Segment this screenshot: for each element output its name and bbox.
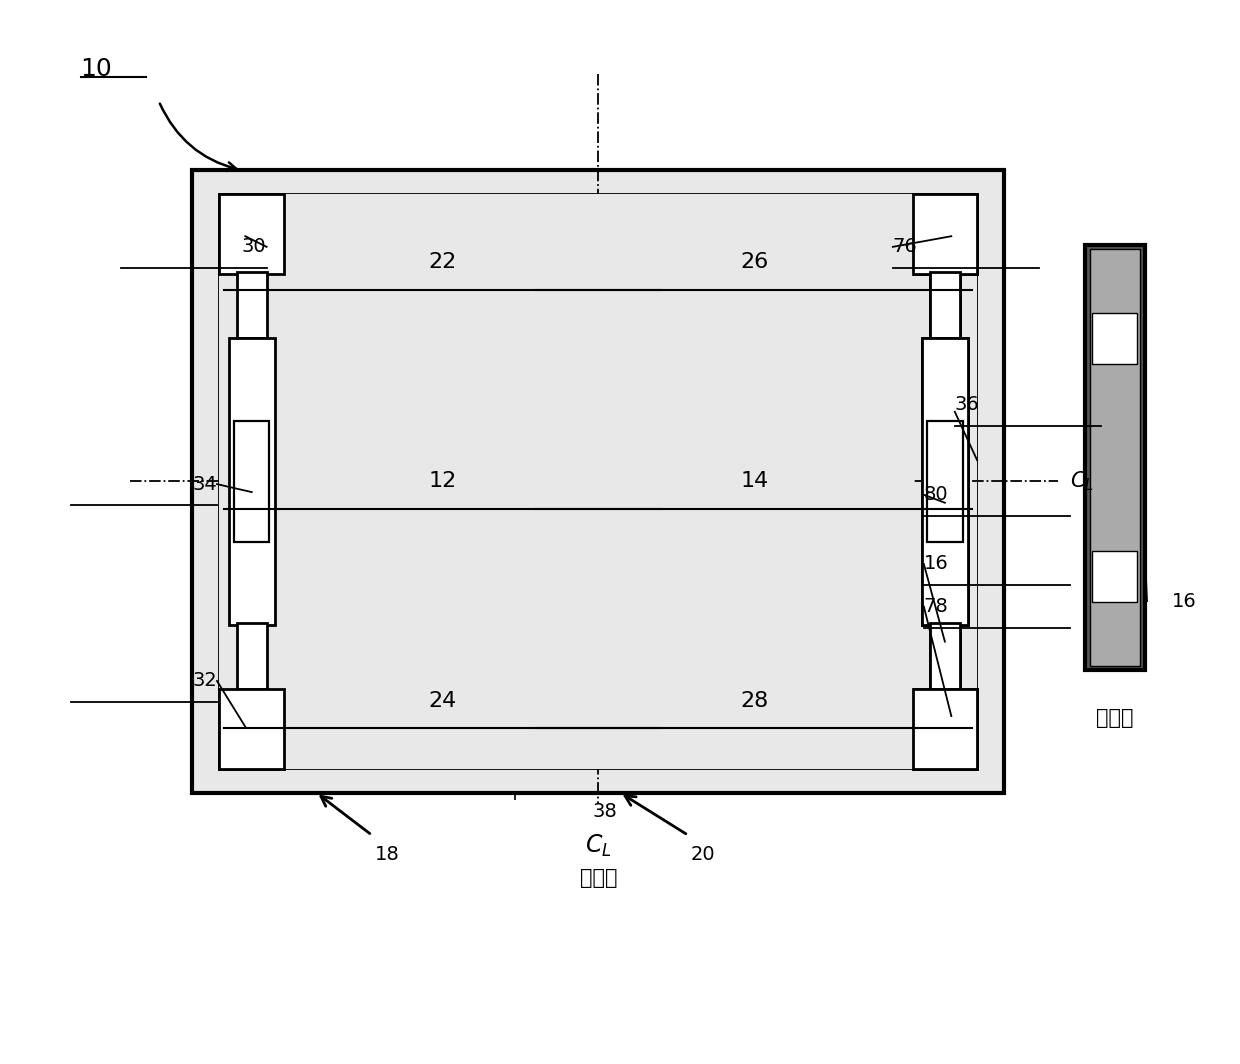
Bar xyxy=(237,624,267,688)
Bar xyxy=(605,351,903,612)
Text: $C_L$: $C_L$ xyxy=(585,833,611,859)
Bar xyxy=(192,170,1004,793)
Bar xyxy=(921,337,968,626)
Bar xyxy=(219,688,284,769)
Bar xyxy=(219,194,284,275)
Text: $C_L$: $C_L$ xyxy=(1070,469,1094,494)
Bar xyxy=(219,194,913,769)
Text: 24: 24 xyxy=(428,691,456,711)
Bar xyxy=(219,194,977,769)
Text: 76: 76 xyxy=(893,237,918,256)
Text: 28: 28 xyxy=(740,691,769,711)
Text: 18: 18 xyxy=(374,845,399,864)
Bar xyxy=(930,624,960,688)
Bar xyxy=(930,624,960,688)
Text: 26: 26 xyxy=(740,252,769,272)
Text: 32: 32 xyxy=(192,671,217,691)
Text: 10: 10 xyxy=(81,57,113,81)
Bar xyxy=(237,272,267,337)
Text: 16: 16 xyxy=(924,554,949,573)
Bar xyxy=(913,194,977,275)
Text: 30: 30 xyxy=(242,237,267,256)
Bar xyxy=(237,272,267,337)
Bar xyxy=(1090,249,1140,666)
Bar xyxy=(294,351,590,612)
Bar xyxy=(234,421,269,542)
Bar xyxy=(913,194,977,769)
Bar xyxy=(605,198,903,351)
Bar xyxy=(913,688,977,769)
Bar xyxy=(930,272,960,337)
Bar xyxy=(913,194,977,275)
Bar xyxy=(928,421,962,542)
Bar xyxy=(219,194,913,769)
Text: 14: 14 xyxy=(740,471,769,492)
Text: 顶视图: 顶视图 xyxy=(579,868,618,887)
Bar xyxy=(921,337,968,626)
Text: 12: 12 xyxy=(428,471,456,492)
Bar xyxy=(294,612,590,765)
Bar xyxy=(237,624,267,688)
Text: 38: 38 xyxy=(593,802,618,821)
Bar xyxy=(1092,551,1137,602)
Bar xyxy=(928,421,962,542)
Bar xyxy=(913,688,977,769)
Bar xyxy=(605,612,903,765)
Bar xyxy=(228,337,275,626)
Bar xyxy=(930,272,960,337)
Text: 16: 16 xyxy=(1172,592,1197,611)
Text: 侧视图: 侧视图 xyxy=(1096,709,1133,728)
Bar xyxy=(234,421,269,542)
Bar xyxy=(1085,245,1145,670)
Bar xyxy=(219,688,284,769)
Bar xyxy=(1092,313,1137,364)
Text: 34: 34 xyxy=(192,475,217,494)
Bar xyxy=(219,194,284,275)
Text: 20: 20 xyxy=(691,845,715,864)
Bar xyxy=(294,198,590,351)
Text: 36: 36 xyxy=(955,395,980,414)
Bar xyxy=(228,337,275,626)
Text: 80: 80 xyxy=(924,485,949,504)
Text: 22: 22 xyxy=(428,252,456,272)
Text: 78: 78 xyxy=(924,597,949,616)
Bar xyxy=(219,194,284,769)
